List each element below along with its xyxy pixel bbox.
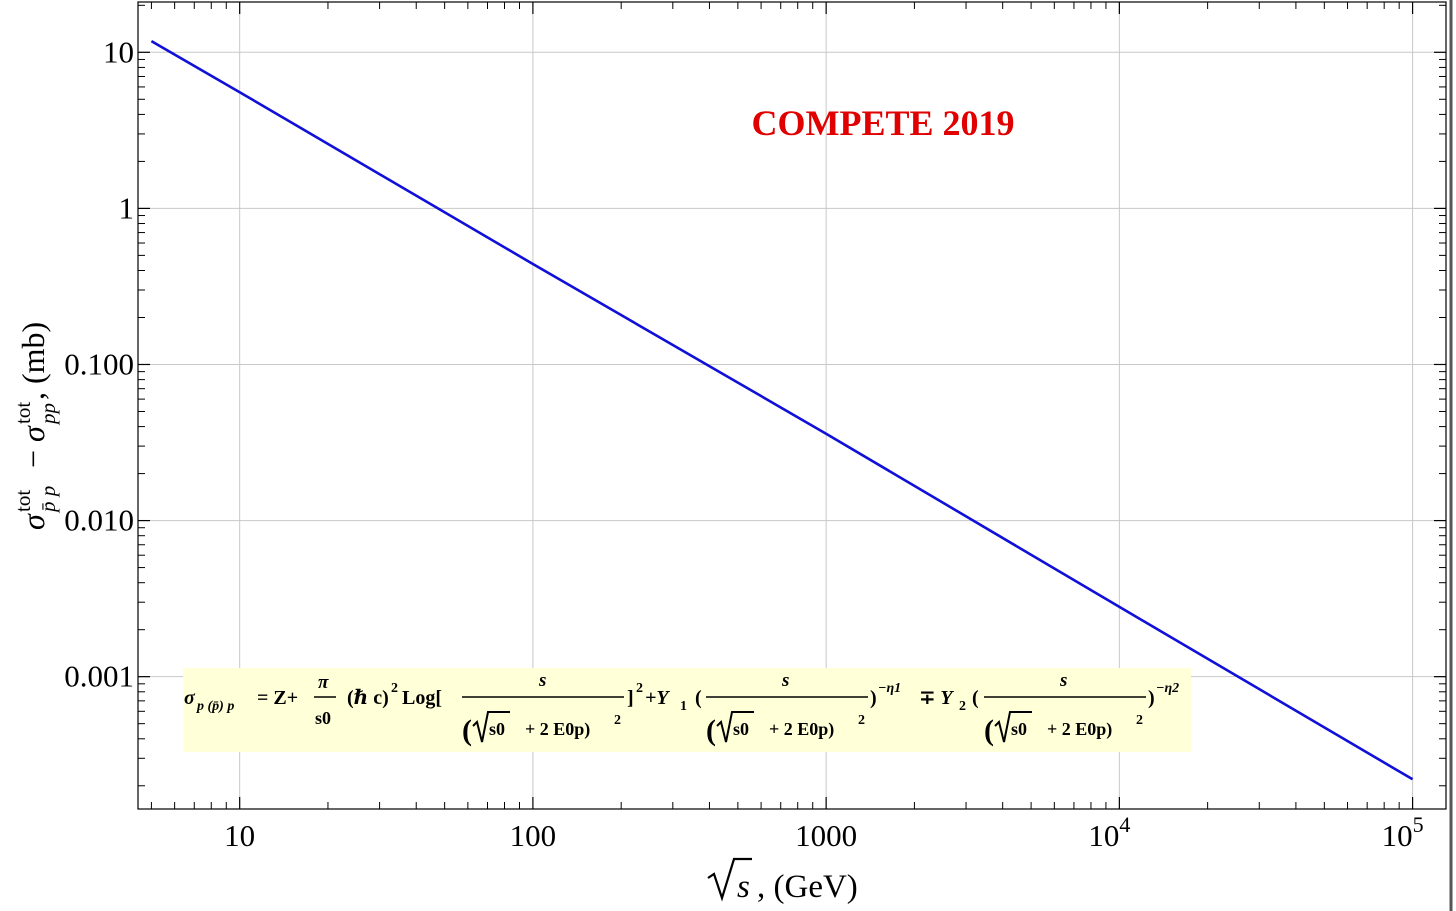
svg-text:−: −	[15, 450, 51, 468]
svg-text:pp: pp	[36, 403, 60, 426]
svg-text:2: 2	[614, 713, 621, 728]
grid	[138, 2, 1446, 809]
svg-text:(ℏ c): (ℏ c)	[347, 687, 389, 709]
formula: σ p (p̄) p = Z+ π s0 (ℏ c) 2 Log[ s ( s0…	[184, 670, 1179, 747]
svg-text:]: ]	[627, 687, 634, 709]
svg-text:s0: s0	[315, 708, 331, 728]
svg-text:): )	[1148, 687, 1155, 709]
svg-text:p̄ p: p̄ p	[36, 486, 60, 514]
svg-text:s0: s0	[1011, 719, 1027, 739]
x-tick-label: 1000	[795, 818, 857, 853]
svg-text:+ 2 E0p): + 2 E0p)	[769, 719, 834, 740]
svg-text:2: 2	[959, 699, 966, 714]
svg-text:s0: s0	[733, 719, 749, 739]
svg-text:, (mb): , (mb)	[15, 322, 51, 400]
svg-text:, (GeV): , (GeV)	[757, 869, 858, 905]
svg-text:s0: s0	[489, 719, 505, 739]
svg-text:2: 2	[858, 713, 865, 728]
svg-text:s: s	[737, 869, 750, 905]
svg-text:(: (	[695, 687, 702, 709]
svg-text:π: π	[318, 672, 329, 693]
svg-text:(: (	[984, 714, 994, 747]
svg-text:Log[: Log[	[402, 687, 442, 709]
svg-text:+ 2 E0p): + 2 E0p)	[525, 719, 590, 740]
x-tick-label: 100	[510, 818, 557, 853]
svg-text:−η1: −η1	[878, 681, 901, 696]
y-tick-label: 10	[103, 34, 134, 69]
svg-text:(: (	[706, 714, 716, 747]
svg-text:∓ Y: ∓ Y	[919, 687, 954, 709]
svg-text:tot: tot	[11, 402, 35, 424]
series-line	[150, 39, 1414, 781]
svg-text:p (p̄) p: p (p̄) p	[196, 699, 234, 714]
chart-annotation: COMPETE 2019	[751, 103, 1014, 143]
minor-ticks	[138, 2, 1446, 809]
marks	[150, 39, 1414, 781]
y-axis-label: σ tot p̄ p − σ tot pp , (mb)	[11, 322, 60, 530]
svg-text:= Z+: = Z+	[257, 687, 298, 709]
svg-text:+ 2 E0p): + 2 E0p)	[1047, 719, 1112, 740]
svg-text:σ: σ	[15, 513, 51, 530]
x-tick-label: 10	[224, 818, 255, 853]
x-tick-label: 105	[1382, 812, 1424, 853]
svg-text:1: 1	[680, 699, 687, 714]
svg-text:s: s	[538, 670, 546, 691]
svg-text:−η2: −η2	[1156, 681, 1179, 696]
svg-text:2: 2	[636, 681, 643, 696]
svg-text:2: 2	[1136, 713, 1143, 728]
y-tick-label: 0.001	[64, 659, 134, 694]
svg-text:(: (	[462, 714, 472, 747]
svg-text:σ: σ	[184, 687, 196, 709]
svg-text:tot: tot	[11, 490, 35, 512]
x-axis-label: s , (GeV)	[707, 857, 858, 905]
svg-text:σ: σ	[15, 425, 51, 442]
svg-text:s: s	[1059, 670, 1067, 691]
tick-labels: 10 100 1000 104 105 10 1 0.100 0.010 0.001	[64, 34, 1423, 853]
svg-text:s: s	[781, 670, 789, 691]
svg-text:(: (	[972, 687, 979, 709]
svg-text:+Y: +Y	[645, 687, 670, 709]
formula-box	[183, 668, 1191, 752]
y-tick-label: 0.010	[64, 503, 134, 538]
svg-text:): )	[870, 687, 877, 709]
y-tick-label: 0.100	[64, 346, 134, 381]
svg-text:2: 2	[391, 681, 398, 696]
plot-frame	[137, 1, 1447, 810]
x-tick-label: 104	[1088, 812, 1130, 853]
y-tick-label: 1	[119, 190, 135, 225]
